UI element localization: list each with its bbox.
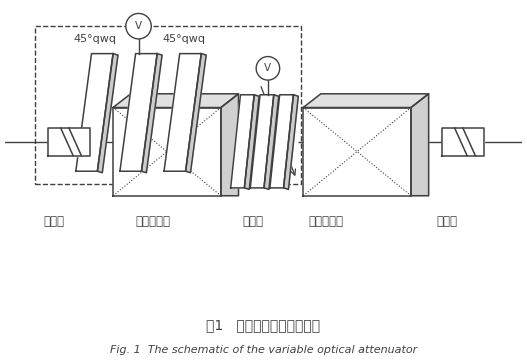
Polygon shape <box>303 108 411 196</box>
Polygon shape <box>141 54 162 173</box>
Polygon shape <box>411 94 428 196</box>
Polygon shape <box>76 54 113 171</box>
Text: 图1   可变光衰减器原理框图: 图1 可变光衰减器原理框图 <box>207 318 320 332</box>
Polygon shape <box>442 128 483 156</box>
Polygon shape <box>113 94 239 108</box>
Circle shape <box>256 57 280 80</box>
Bar <box>35 26 301 184</box>
Polygon shape <box>186 54 206 173</box>
Text: 45°qwq: 45°qwq <box>162 34 205 44</box>
Polygon shape <box>231 95 254 188</box>
Polygon shape <box>48 128 90 156</box>
Polygon shape <box>113 108 221 196</box>
Polygon shape <box>245 95 259 190</box>
Polygon shape <box>270 95 294 188</box>
Polygon shape <box>264 95 279 190</box>
Text: 45°qwq: 45°qwq <box>74 34 117 44</box>
Text: 偏振分束器: 偏振分束器 <box>135 215 170 228</box>
Polygon shape <box>284 95 298 190</box>
Text: 准直器: 准直器 <box>436 215 457 228</box>
Text: 准直器: 准直器 <box>44 215 65 228</box>
Polygon shape <box>97 54 118 173</box>
Circle shape <box>126 13 151 39</box>
Polygon shape <box>250 95 274 188</box>
Polygon shape <box>120 54 157 171</box>
Polygon shape <box>221 94 239 196</box>
Text: V: V <box>135 21 142 31</box>
Text: 偏振合束器: 偏振合束器 <box>308 215 343 228</box>
Text: 旋光器: 旋光器 <box>242 215 264 228</box>
Text: Fig. 1  The schematic of the variable optical attenuator: Fig. 1 The schematic of the variable opt… <box>110 345 417 355</box>
Polygon shape <box>303 94 428 108</box>
Polygon shape <box>164 54 201 171</box>
Text: V: V <box>265 63 271 73</box>
